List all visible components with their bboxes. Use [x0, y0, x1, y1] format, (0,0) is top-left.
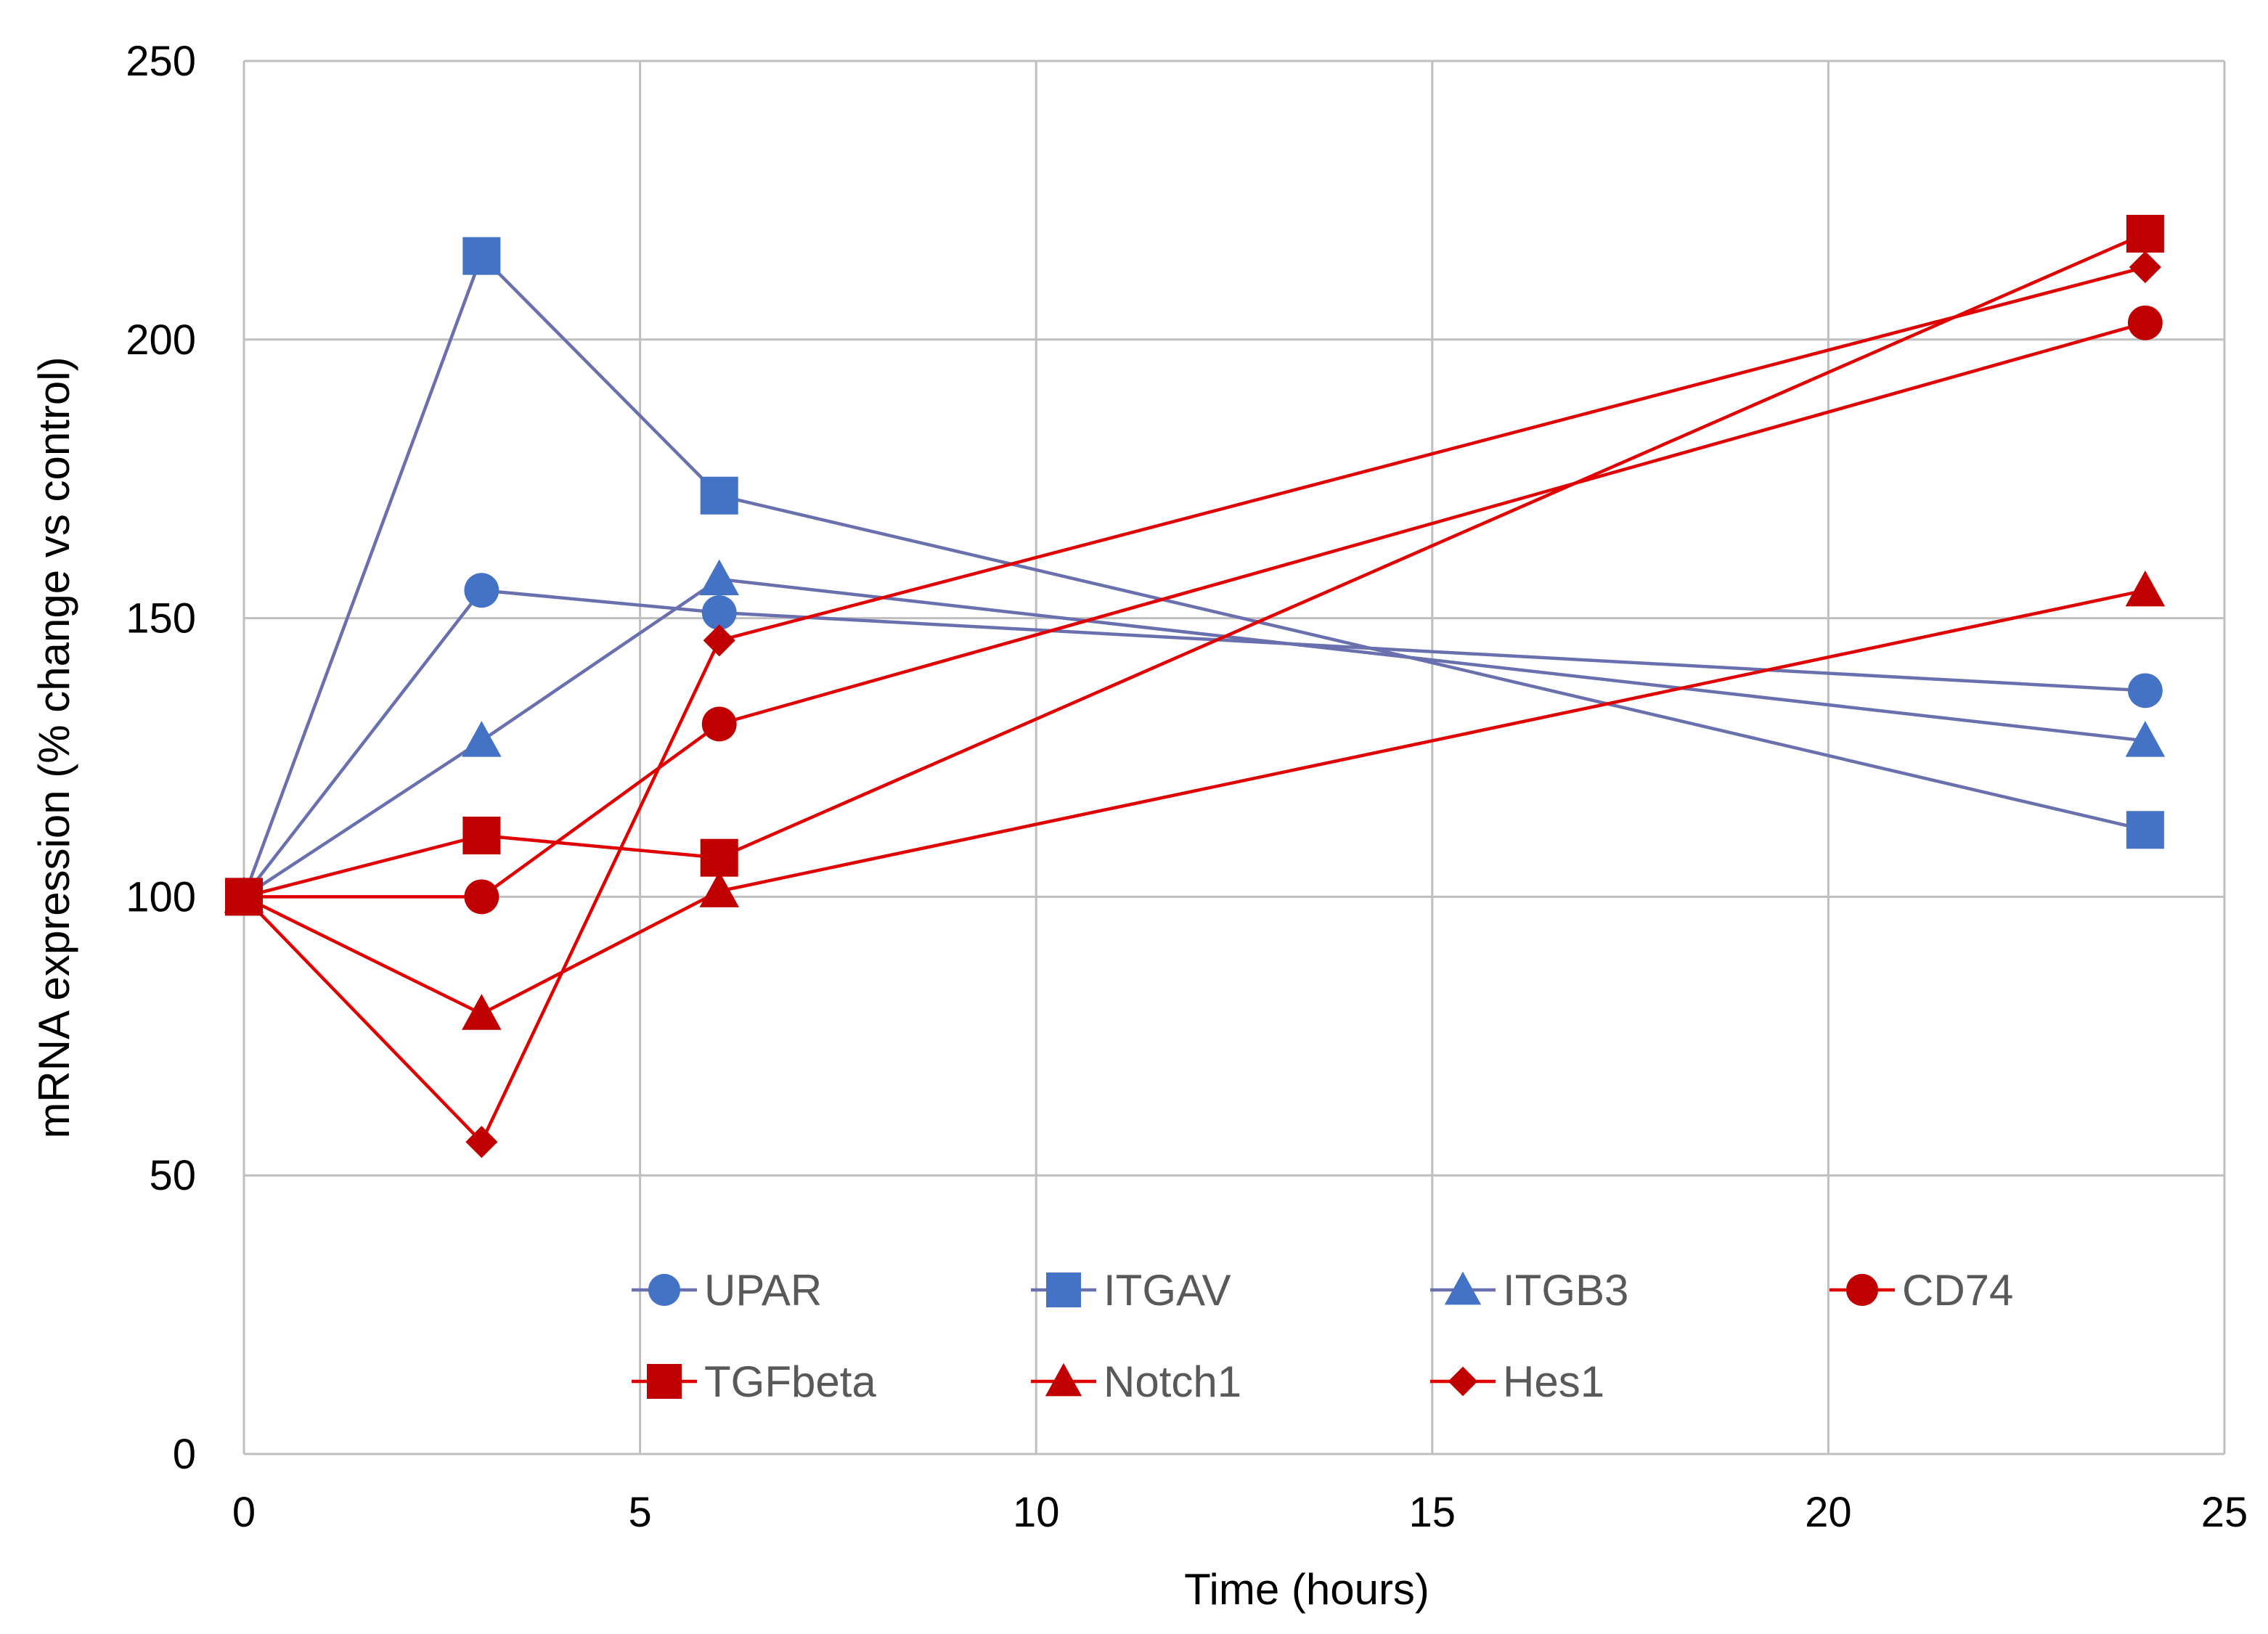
data-point-itgb3-1 — [462, 721, 502, 757]
x-tick-label: 25 — [2201, 1489, 2248, 1536]
legend: UPAR ITGAV ITGB3 CD74 TGFbeta Notch1 Hes1 — [632, 1266, 2013, 1406]
legend-item-itgav: ITGAV — [1031, 1266, 1231, 1315]
y-tick-label: 50 — [149, 1152, 196, 1199]
legend-label: UPAR — [704, 1266, 822, 1315]
x-tick-label: 10 — [1013, 1489, 1060, 1536]
x-axis-title: Time (hours) — [1184, 1565, 1429, 1614]
data-point-cd74-2 — [701, 706, 737, 742]
data-point-upar-3 — [2127, 673, 2163, 708]
data-point-cd74-3 — [2127, 305, 2163, 340]
data-point-itgav-3 — [2126, 811, 2164, 849]
series-lines — [242, 232, 2146, 1144]
data-point-tgfbeta-1 — [462, 816, 501, 854]
data-point-notch1-2 — [699, 871, 740, 907]
series-line-tgfbeta — [243, 232, 2146, 899]
legend-label: Hes1 — [1503, 1357, 1604, 1406]
legend-item-upar: UPAR — [632, 1266, 822, 1315]
data-point-itgav-2 — [700, 476, 738, 515]
legend-marker-itgav — [1046, 1273, 1081, 1307]
y-tick-label: 150 — [126, 595, 196, 642]
legend-label: CD74 — [1902, 1266, 2013, 1315]
legend-marker-cd74 — [1845, 1273, 1879, 1307]
data-point-hes1-0 — [227, 881, 261, 913]
series-line-upar — [242, 588, 2146, 898]
data-point-upar-2 — [701, 595, 737, 630]
legend-item-itgb3: ITGB3 — [1430, 1266, 1628, 1315]
y-tick-label: 0 — [173, 1431, 196, 1478]
gridlines — [242, 60, 2226, 1455]
data-point-tgfbeta-2 — [700, 838, 738, 877]
x-tick-label: 20 — [1805, 1489, 1852, 1536]
series-markers — [224, 214, 2166, 1159]
series-line-itgb3 — [242, 577, 2146, 899]
legend-item-hes1: Hes1 — [1430, 1357, 1604, 1406]
legend-marker-upar — [648, 1273, 681, 1307]
data-point-hes1-3 — [2129, 250, 2161, 284]
series-line-itgav — [242, 254, 2146, 898]
series-line-notch1 — [243, 589, 2146, 1016]
legend-marker-tgfbeta — [647, 1364, 682, 1399]
data-point-upar-1 — [464, 573, 499, 608]
legend-label: ITGB3 — [1503, 1266, 1628, 1315]
y-tick-label: 250 — [126, 38, 196, 85]
data-point-tgfbeta-3 — [2126, 214, 2164, 253]
series-line-hes1 — [242, 265, 2146, 1144]
x-axis-tick-labels: 0 5 10 15 20 25 — [232, 1489, 2248, 1536]
legend-label: Notch1 — [1104, 1357, 1241, 1406]
series-line-cd74 — [244, 321, 2146, 899]
data-point-notch1-3 — [2125, 570, 2166, 607]
legend-label: TGFbeta — [704, 1357, 876, 1406]
x-tick-label: 0 — [232, 1489, 256, 1536]
data-point-itgav-1 — [462, 237, 501, 275]
y-axis-title: mRNA expression (% change vs control) — [30, 356, 78, 1138]
legend-item-tgfbeta: TGFbeta — [632, 1357, 876, 1406]
y-axis-tick-labels: 0 50 100 150 200 250 — [126, 38, 196, 1478]
legend-item-notch1: Notch1 — [1031, 1357, 1241, 1406]
data-point-hes1-2 — [703, 624, 735, 657]
data-point-cd74-1 — [464, 879, 499, 915]
x-tick-label: 5 — [628, 1489, 651, 1536]
data-point-itgb3-2 — [699, 559, 740, 595]
legend-marker-notch1 — [1045, 1363, 1082, 1397]
legend-marker-itgb3 — [1444, 1271, 1482, 1305]
data-point-itgb3-3 — [2125, 721, 2166, 757]
data-point-notch1-1 — [462, 994, 502, 1030]
y-tick-label: 200 — [126, 316, 196, 364]
legend-label: ITGAV — [1104, 1266, 1231, 1315]
y-tick-label: 100 — [126, 873, 196, 920]
legend-marker-hes1 — [1448, 1366, 1478, 1397]
legend-item-cd74: CD74 — [1830, 1266, 2013, 1315]
x-tick-label: 15 — [1409, 1489, 1456, 1536]
data-point-hes1-1 — [465, 1126, 498, 1159]
